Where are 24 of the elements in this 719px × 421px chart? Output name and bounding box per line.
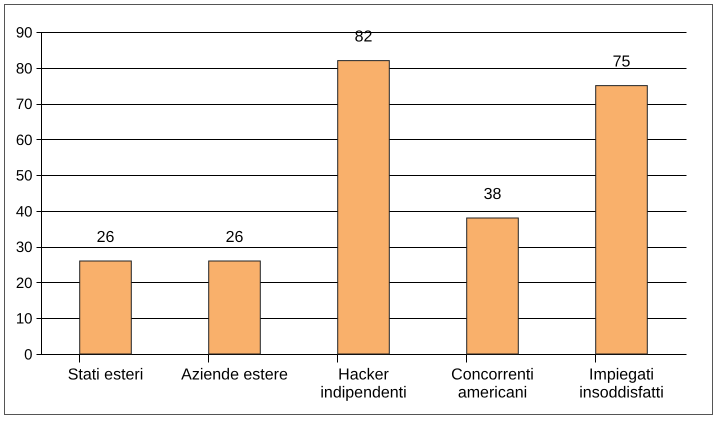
- x-tick-label: Aziende estere: [181, 366, 288, 384]
- x-tick-label: Concorrenti americani: [451, 366, 534, 402]
- data-label: 26: [96, 228, 114, 246]
- x-tick-label: Stati esteri: [68, 366, 144, 384]
- x-tick-label: Hacker indipendenti: [320, 366, 407, 402]
- x-tick-label: Impiegati insoddisfatti: [579, 366, 664, 402]
- y-tick-label: 60: [16, 132, 32, 149]
- y-tick-label: 20: [16, 274, 32, 292]
- y-tick-label: 0: [24, 346, 32, 364]
- data-label: 26: [226, 228, 244, 246]
- bar: [466, 218, 519, 354]
- y-tick-label: 30: [16, 239, 32, 256]
- data-label: 38: [484, 186, 502, 204]
- bar: [595, 85, 648, 354]
- bar: [79, 260, 132, 354]
- data-label: 75: [612, 54, 630, 71]
- y-tick-label: 70: [16, 96, 32, 114]
- y-tick-label: 80: [16, 60, 32, 78]
- y-tick-label: 90: [16, 24, 32, 42]
- y-tick-label: 10: [16, 310, 32, 328]
- y-tick-label: 40: [16, 203, 32, 220]
- bar: [337, 60, 390, 354]
- bar: [208, 260, 261, 354]
- y-tick-label: 50: [16, 168, 32, 185]
